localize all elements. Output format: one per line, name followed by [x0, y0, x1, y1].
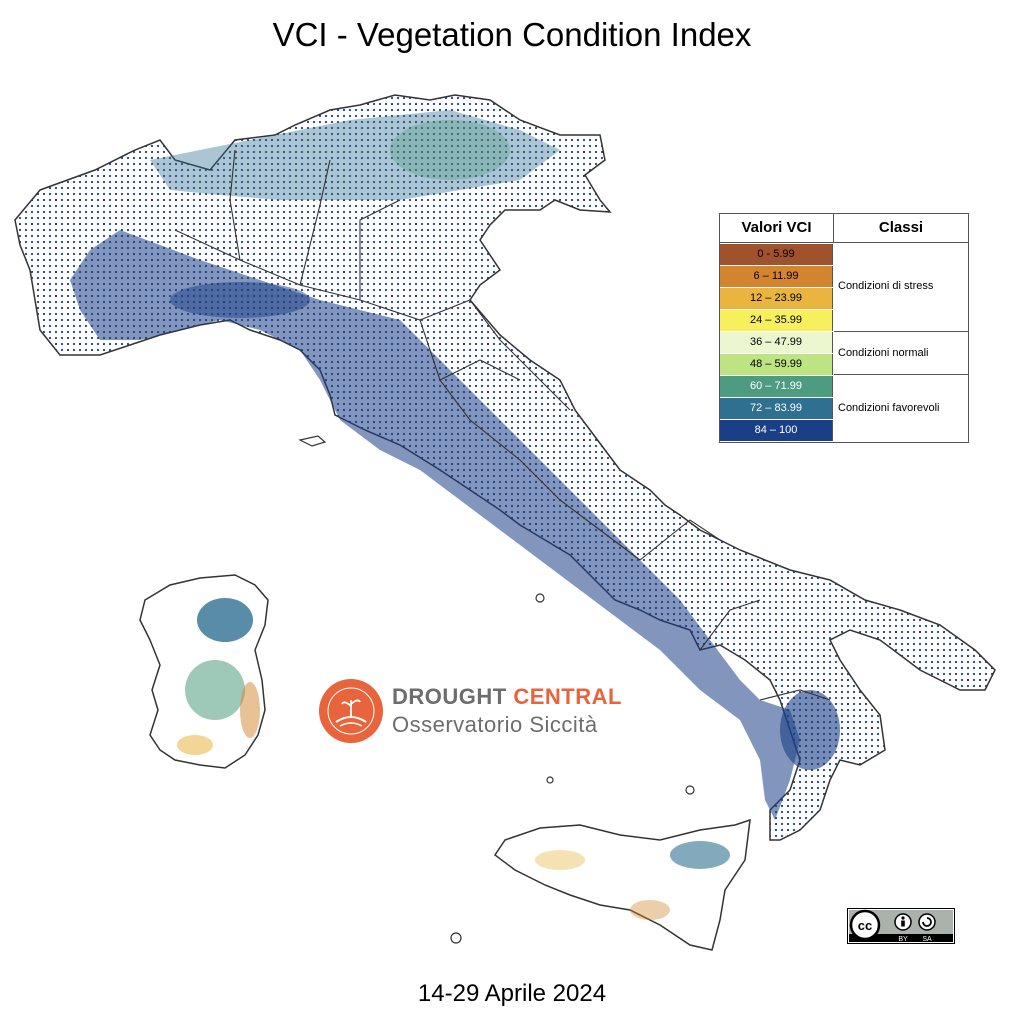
date-range: 14-29 Aprile 2024 [417, 980, 607, 1007]
legend-swatch-1: 6 – 11.99 [720, 266, 833, 287]
legend-swatch-6: 60 – 71.99 [720, 376, 833, 397]
cc-text: cc [858, 918, 872, 933]
logo-title-part1: DROUGHT [392, 684, 514, 709]
legend-swatch-3: 24 – 35.99 [720, 310, 833, 331]
logo-title: DROUGHT CENTRAL [392, 684, 622, 710]
vci-legend: Valori VCI Classi 0 - 5.99 6 – 11.99 12 – … [719, 213, 969, 443]
sicily [493, 818, 751, 951]
logo-subtitle: Osservatorio Siccità [392, 712, 598, 737]
legend-header-values: Valori VCI [720, 214, 834, 243]
legend-swatch-2: 12 – 23.99 [720, 288, 833, 309]
legend-swatch-0: 0 - 5.99 [720, 244, 833, 265]
region-boundaries [174, 149, 831, 701]
class-favorable-label: Condizioni favorevoli [838, 402, 940, 414]
map-title: VCI - Vegetation Condition Index [272, 16, 752, 53]
mainland-vegetation [70, 110, 840, 820]
legend-swatch-8: 84 – 100 [720, 420, 833, 441]
sa-label: SA [922, 936, 932, 943]
class-stress-label: Condizioni di stress [838, 280, 934, 292]
legend-swatch-7: 72 – 83.99 [720, 398, 833, 419]
legend-separator [834, 331, 968, 332]
ustica-island [546, 776, 554, 784]
sicily-vegetation [535, 841, 730, 920]
drought-central-emblem-icon [319, 679, 383, 743]
legend-separator [834, 374, 968, 375]
by-label: BY [898, 936, 908, 943]
cc-icon [849, 909, 881, 941]
logo-title-part2: CENTRAL [513, 684, 622, 709]
class-normal-label: Condizioni normali [838, 347, 929, 359]
ischia-island [535, 593, 545, 603]
sardinia-vegetation [177, 598, 260, 755]
aeolian-island [685, 785, 695, 795]
drought-central-logo: DROUGHT CENTRAL Osservatorio Siccità [318, 676, 664, 746]
share-alike-icon [918, 913, 936, 931]
cc-by-sa-badge: cc BY SA [847, 908, 955, 944]
legend-header-classes: Classi [834, 214, 968, 243]
elba-island [298, 435, 327, 447]
pantelleria-island [450, 932, 462, 944]
legend-swatch-4: 36 – 47.99 [720, 332, 833, 353]
legend-swatch-5: 48 – 59.99 [720, 354, 833, 375]
